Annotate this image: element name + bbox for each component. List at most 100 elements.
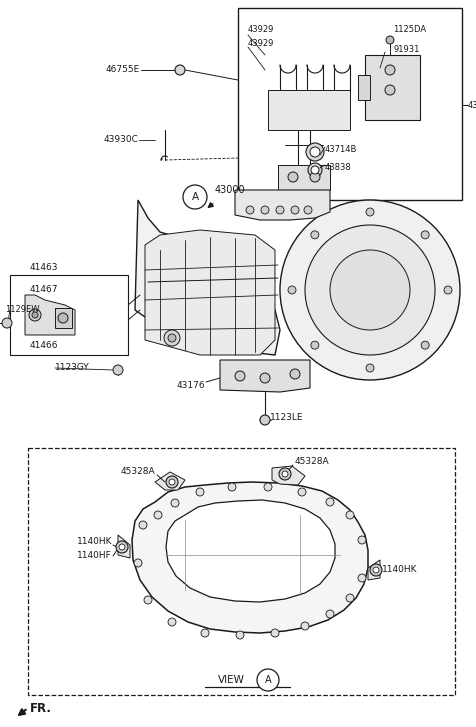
Circle shape [169, 479, 175, 485]
Circle shape [2, 318, 12, 328]
Circle shape [386, 36, 394, 44]
Text: 43714B: 43714B [325, 145, 357, 155]
Circle shape [358, 574, 366, 582]
Circle shape [330, 250, 410, 330]
Circle shape [264, 483, 272, 491]
Bar [28, 448, 455, 695]
Circle shape [311, 341, 319, 349]
Circle shape [421, 231, 429, 239]
Polygon shape [118, 535, 130, 558]
Circle shape [236, 631, 244, 639]
Text: 1123LE: 1123LE [270, 414, 304, 422]
Circle shape [305, 225, 435, 355]
Circle shape [113, 365, 123, 375]
Text: 1125DA: 1125DA [393, 25, 426, 34]
Text: 1129EW: 1129EW [5, 305, 40, 315]
Circle shape [346, 511, 354, 519]
Circle shape [298, 488, 306, 496]
Text: 41467: 41467 [30, 286, 59, 294]
Circle shape [291, 206, 299, 214]
Polygon shape [358, 75, 370, 100]
Bar [238, 8, 462, 200]
Circle shape [280, 200, 460, 380]
Circle shape [385, 65, 395, 75]
Circle shape [271, 629, 279, 637]
Circle shape [370, 564, 382, 576]
Text: 43920: 43920 [468, 100, 476, 110]
Polygon shape [368, 560, 380, 580]
Polygon shape [220, 360, 310, 392]
Polygon shape [268, 90, 350, 130]
Text: 43930C: 43930C [103, 135, 138, 145]
Circle shape [175, 65, 185, 75]
Circle shape [288, 172, 298, 182]
Circle shape [373, 567, 379, 573]
Circle shape [282, 471, 288, 477]
Text: 1140HF: 1140HF [77, 552, 112, 561]
Circle shape [326, 498, 334, 506]
Circle shape [134, 559, 142, 567]
Circle shape [310, 172, 320, 182]
Circle shape [171, 499, 179, 507]
Text: 43929: 43929 [248, 39, 274, 47]
Polygon shape [235, 190, 330, 220]
Polygon shape [25, 295, 75, 335]
Polygon shape [55, 308, 72, 328]
Circle shape [366, 208, 374, 216]
Polygon shape [132, 482, 368, 633]
Circle shape [119, 544, 125, 550]
Polygon shape [145, 230, 275, 355]
Circle shape [306, 143, 324, 161]
Text: 43176: 43176 [177, 380, 205, 390]
Polygon shape [135, 200, 280, 355]
Polygon shape [365, 55, 420, 120]
Circle shape [260, 415, 270, 425]
Circle shape [164, 330, 180, 346]
Text: FR.: FR. [30, 702, 52, 715]
Text: 43000: 43000 [215, 185, 246, 195]
Circle shape [304, 206, 312, 214]
Circle shape [290, 369, 300, 379]
Circle shape [58, 313, 68, 323]
Circle shape [235, 371, 245, 381]
Circle shape [346, 594, 354, 602]
Circle shape [154, 511, 162, 519]
Circle shape [196, 488, 204, 496]
Circle shape [139, 521, 147, 529]
Polygon shape [278, 165, 330, 190]
Circle shape [168, 618, 176, 626]
Circle shape [228, 483, 236, 491]
Circle shape [311, 166, 319, 174]
Circle shape [326, 610, 334, 618]
Text: 91931: 91931 [393, 46, 419, 55]
Circle shape [308, 163, 322, 177]
Circle shape [358, 536, 366, 544]
Text: A: A [265, 675, 271, 685]
Text: 45328A: 45328A [120, 467, 155, 476]
Circle shape [421, 341, 429, 349]
Text: A: A [191, 192, 198, 202]
Circle shape [246, 206, 254, 214]
Text: 43929: 43929 [248, 25, 274, 34]
Circle shape [144, 596, 152, 604]
Text: 43838: 43838 [325, 164, 352, 172]
Text: 1140HK: 1140HK [382, 566, 417, 574]
Circle shape [32, 312, 38, 318]
Circle shape [385, 85, 395, 95]
Circle shape [311, 231, 319, 239]
Text: 46755E: 46755E [106, 65, 140, 74]
Polygon shape [155, 472, 185, 490]
Circle shape [288, 286, 296, 294]
Bar [10, 275, 128, 355]
Text: 1140HK: 1140HK [77, 537, 112, 547]
Circle shape [166, 476, 178, 488]
Text: 45328A: 45328A [295, 457, 329, 467]
Circle shape [183, 185, 207, 209]
Polygon shape [166, 500, 335, 602]
Text: 41466: 41466 [30, 340, 59, 350]
Text: VIEW: VIEW [218, 675, 245, 685]
Circle shape [168, 334, 176, 342]
Circle shape [29, 309, 41, 321]
Polygon shape [272, 466, 305, 485]
Circle shape [260, 373, 270, 383]
